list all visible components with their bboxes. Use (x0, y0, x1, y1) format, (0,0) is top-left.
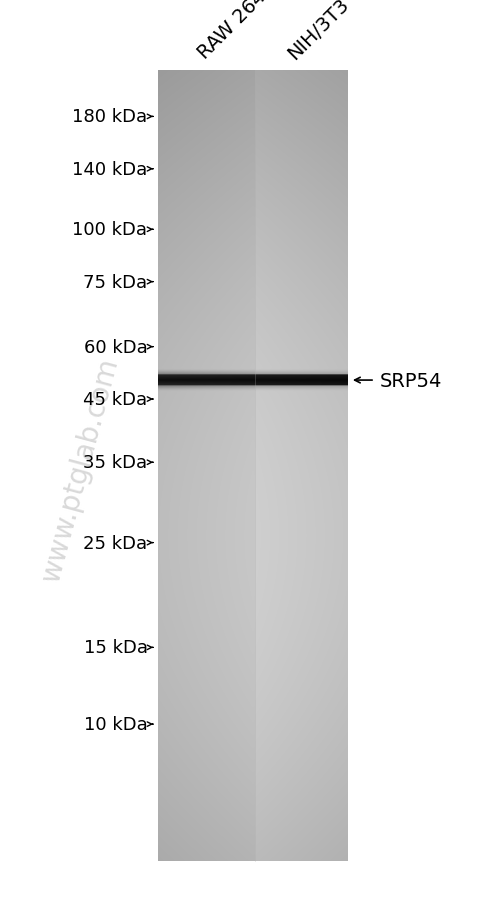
Text: 35 kDa: 35 kDa (84, 454, 148, 472)
Text: 100 kDa: 100 kDa (72, 221, 148, 239)
Text: NIH/3T3: NIH/3T3 (284, 0, 352, 63)
Text: 140 kDa: 140 kDa (72, 161, 148, 179)
Text: 75 kDa: 75 kDa (84, 273, 148, 291)
Text: www.ptglab.com: www.ptglab.com (36, 354, 124, 584)
Text: RAW 264.7: RAW 264.7 (194, 0, 282, 63)
Text: 15 kDa: 15 kDa (84, 639, 148, 657)
Text: 25 kDa: 25 kDa (84, 534, 148, 552)
Text: 45 kDa: 45 kDa (84, 391, 148, 409)
Text: 10 kDa: 10 kDa (84, 715, 148, 733)
Text: 60 kDa: 60 kDa (84, 338, 148, 356)
Text: SRP54: SRP54 (380, 371, 442, 391)
Text: 180 kDa: 180 kDa (72, 108, 148, 126)
